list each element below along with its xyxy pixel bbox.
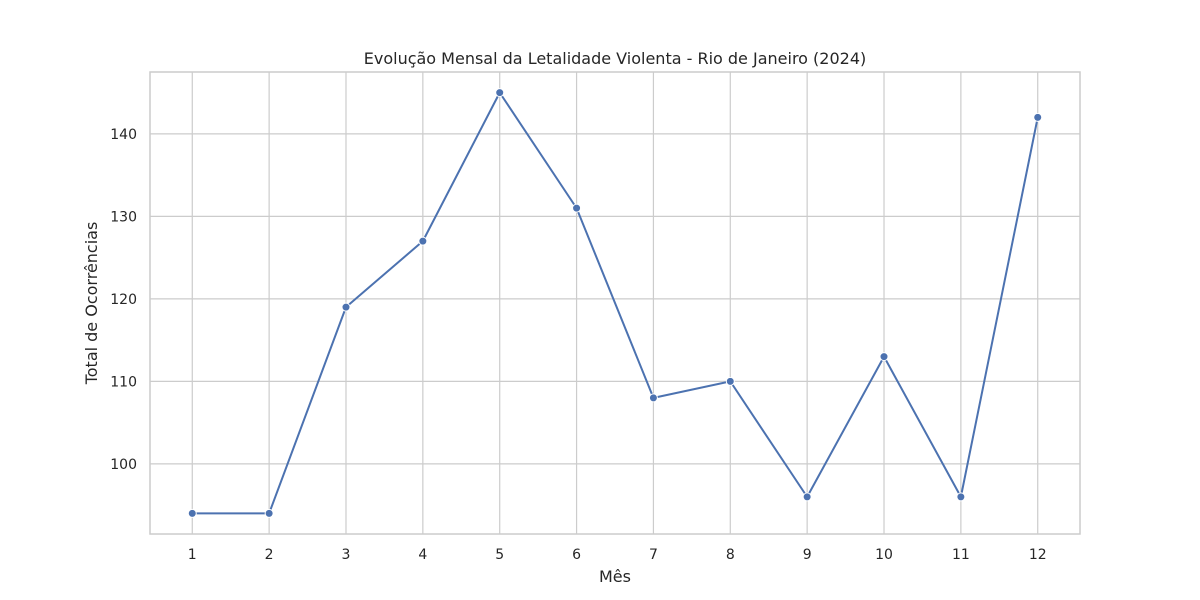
data-point <box>879 352 889 362</box>
y-tick-label: 110 <box>110 374 137 390</box>
y-tick-label: 130 <box>110 209 137 225</box>
x-tick-label: 6 <box>572 547 581 563</box>
data-point <box>725 376 735 386</box>
x-tick-label: 5 <box>495 547 504 563</box>
x-tick-label: 11 <box>952 547 970 563</box>
y-tick-labels: 100 110 120 130 140 <box>110 127 137 473</box>
data-point <box>1033 112 1043 122</box>
horizontal-gridlines <box>150 133 1080 465</box>
plot-frame <box>149 71 1081 535</box>
data-point <box>495 88 505 98</box>
x-tick-label: 7 <box>649 547 658 563</box>
data-point <box>187 508 197 518</box>
data-point <box>341 302 351 312</box>
data-point <box>956 492 966 502</box>
vertical-gridlines <box>191 72 1039 534</box>
x-tick-label: 2 <box>265 547 274 563</box>
x-tick-label: 4 <box>418 547 427 563</box>
y-tick-label: 140 <box>110 127 137 143</box>
data-point <box>264 508 274 518</box>
x-tick-label: 3 <box>342 547 351 563</box>
chart-title: Evolução Mensal da Letalidade Violenta -… <box>364 49 867 68</box>
x-tick-labels: 1 2 3 4 5 6 7 8 9 10 11 12 <box>188 547 1047 563</box>
x-tick-label: 8 <box>726 547 735 563</box>
series-line <box>192 91 1039 515</box>
x-tick-label: 10 <box>875 547 893 563</box>
x-tick-label: 9 <box>803 547 812 563</box>
y-axis-title: Total de Ocorrências <box>82 222 101 386</box>
y-tick-label: 100 <box>110 457 137 473</box>
y-tick-label: 120 <box>110 292 137 308</box>
data-point <box>648 393 658 403</box>
x-tick-label: 1 <box>188 547 197 563</box>
x-axis-title: Mês <box>599 567 631 586</box>
data-point <box>418 236 428 246</box>
data-point <box>572 203 582 213</box>
x-tick-label: 12 <box>1029 547 1047 563</box>
data-point <box>802 492 812 502</box>
series-layer <box>187 88 1043 518</box>
